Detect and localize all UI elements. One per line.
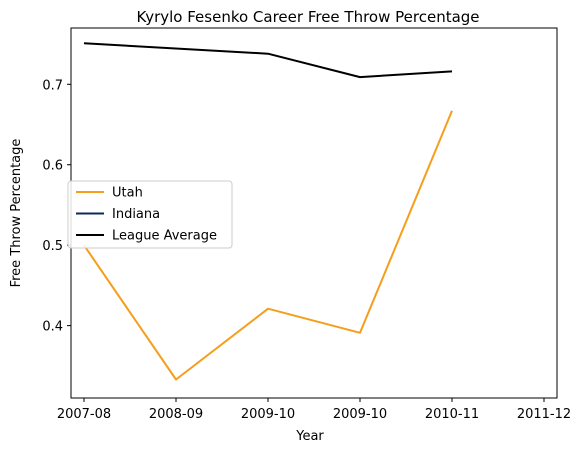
series-layer [83,42,453,381]
x-tick-label: 2009-10 [241,407,295,422]
x-tick-label: 2010-11 [425,407,479,422]
legend-label: Indiana [112,207,160,222]
y-axis: 0.4 0.5 0.6 0.7 [42,78,71,335]
x-tick-label: 2008-09 [149,407,203,422]
legend-frame [67,180,233,249]
y-tick-label: 0.6 [42,159,63,174]
legend-label: League Average [112,229,217,244]
series-line-utah [83,110,453,381]
series-line-league-average [83,42,453,79]
x-axis-label: Year [295,429,324,444]
y-tick-label: 0.4 [42,320,63,335]
y-tick-label: 0.5 [42,239,63,254]
y-tick-label: 0.7 [42,78,63,93]
chart-title: Kyrylo Fesenko Career Free Throw Percent… [136,8,479,26]
x-tick-label: 2011-12 [517,407,571,422]
legend-label: Utah [112,186,143,201]
x-tick-label: 2009-10 [333,407,387,422]
legend: Utah Indiana League Average [67,180,233,249]
x-axis: 2007-08 2008-09 2009-10 2009-10 2010-11 2011-… [57,398,571,422]
y-axis-label: Free Throw Percentage [9,139,24,288]
x-tick-label: 2007-08 [57,407,111,422]
